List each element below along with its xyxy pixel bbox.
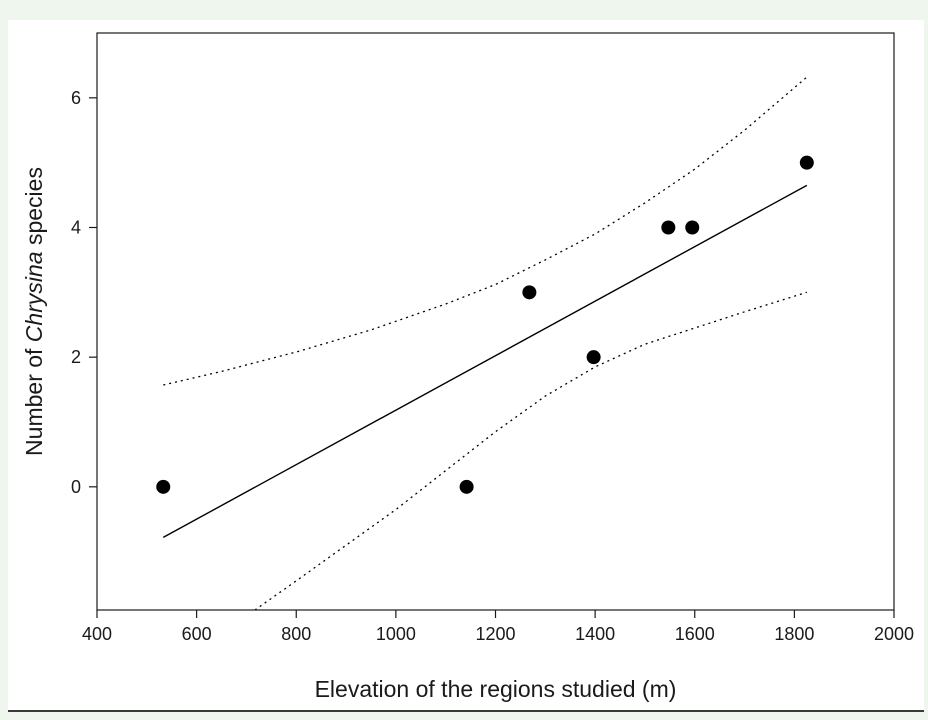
regression-line — [162, 184, 808, 539]
x-tick-label: 400 — [82, 624, 112, 644]
tick-layer: 400 600 800 1000 1200 1400 1600 1800 2000 0 2 4 6 — [71, 88, 914, 644]
y-axis-title-part: species — [21, 167, 47, 251]
y-tick-label: 6 — [71, 88, 81, 108]
data-point — [685, 220, 700, 235]
y-axis-title-italic: Chrysina — [21, 251, 47, 342]
x-tick-label: 1800 — [774, 624, 814, 644]
figure-frame: 400 600 800 1000 1200 1400 1600 1800 2000 0 2 4 6 El… — [8, 20, 924, 712]
data-points — [156, 155, 814, 494]
y-axis-title-part: Number of — [21, 342, 47, 456]
scatter-chart: 400 600 800 1000 1200 1400 1600 1800 2000 0 2 4 6 El… — [21, 32, 914, 702]
y-tick-label: 2 — [71, 347, 81, 367]
data-point — [522, 285, 537, 300]
y-tick-label: 4 — [71, 217, 81, 237]
x-tick-label: 1600 — [675, 624, 715, 644]
data-point — [661, 220, 676, 235]
data-point — [799, 155, 814, 170]
data-point — [156, 479, 171, 494]
confidence-band-upper — [163, 76, 808, 386]
data-point — [459, 479, 474, 494]
y-tick-label: 0 — [71, 477, 81, 497]
confidence-band-lower — [254, 291, 807, 611]
x-axis-title: Elevation of the regions studied (m) — [315, 676, 677, 702]
x-tick-label: 1000 — [376, 624, 416, 644]
plot-area-border — [96, 32, 895, 611]
x-tick-label: 600 — [182, 624, 212, 644]
x-tick-label: 1400 — [575, 624, 615, 644]
x-tick-label: 1200 — [475, 624, 515, 644]
y-axis-title: Number of Chrysina species — [21, 167, 47, 456]
x-tick-label: 2000 — [874, 624, 914, 644]
data-point — [586, 350, 601, 365]
x-tick-label: 800 — [281, 624, 311, 644]
